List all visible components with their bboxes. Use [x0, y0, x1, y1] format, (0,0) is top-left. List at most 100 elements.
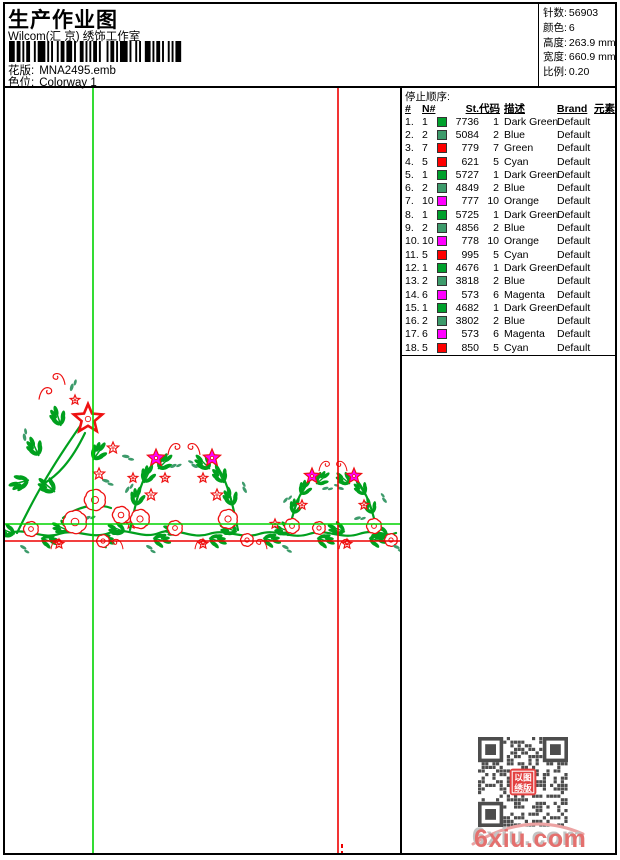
stitch-count: 5084 [455, 128, 479, 141]
thread-swatch [437, 156, 451, 167]
table-row: 3. 7 779 7 Green Default [402, 142, 615, 155]
seq-index: 11. [405, 248, 419, 261]
needle-number: 2 [422, 275, 428, 288]
needle-number: 2 [422, 315, 428, 328]
thread-swatch [437, 196, 451, 207]
col-header-stitches: St. [465, 102, 479, 115]
thread-description: Dark Green [504, 208, 559, 221]
col-header-element: 元素 [594, 103, 615, 115]
seq-index: 1. [405, 115, 414, 128]
stop-sequence-panel: 停止顺序: # N# St. 代码 描述 Brand 元素 1. 1 7736 1 Da… [400, 88, 615, 853]
table-row: 15. 1 4682 1 Dark Green Default [402, 301, 615, 314]
thread-swatch [437, 302, 451, 313]
thread-code: 5 [493, 341, 499, 354]
table-row: 9. 2 4856 2 Blue Default [402, 221, 615, 234]
pattern-file-value: MNA2495.emb [39, 65, 116, 77]
stitch-count: 4676 [455, 261, 479, 274]
thread-description: Green [504, 142, 534, 155]
table-row: 11. 5 995 5 Cyan Default [402, 248, 615, 261]
seq-index: 9. [405, 222, 414, 235]
stop-sequence-title: 停止顺序: [405, 91, 450, 103]
design-canvas-svg [0, 88, 404, 854]
thread-description: Blue [504, 222, 526, 235]
thread-brand: Default [557, 182, 591, 195]
thread-description: Orange [504, 235, 540, 248]
thread-description: Cyan [504, 155, 529, 168]
header: 生产作业图 Wilcom(汇 京) 绣饰工作室 花版: MNA2495.emb 色… [5, 4, 616, 89]
needle-number: 10 [422, 235, 434, 248]
seq-index: 16. [405, 315, 420, 328]
table-row: 1. 1 7736 1 Dark Green Default [402, 115, 615, 128]
thread-code: 1 [493, 115, 499, 128]
seq-index: 10. [405, 235, 420, 248]
table-row: 17. 6 573 6 Magenta Default [402, 328, 615, 341]
stitch-count: 4849 [455, 182, 479, 195]
table-row: 10. 10 778 10 Orange Default [402, 235, 615, 248]
thread-brand: Default [557, 301, 591, 314]
stitch-count: 779 [461, 142, 479, 155]
pattern-file-row: 花版: MNA2495.emb [8, 62, 116, 78]
col-header-description: 描述 [504, 103, 525, 115]
thread-brand: Default [557, 288, 591, 301]
thread-swatch [437, 116, 451, 127]
thread-swatch [437, 316, 451, 327]
thread-code: 2 [493, 222, 499, 235]
thread-description: Blue [504, 128, 526, 141]
thread-code: 6 [493, 288, 499, 301]
thread-brand: Default [557, 315, 591, 328]
seq-index: 13. [405, 275, 420, 288]
stat-width: 宽度: 660.9 mm [543, 51, 616, 64]
thread-code: 1 [493, 168, 499, 181]
thread-swatch [437, 262, 451, 273]
page-title: 生产作业图 [8, 9, 118, 32]
seq-index: 6. [405, 182, 414, 195]
table-row: 6. 2 4849 2 Blue Default [402, 181, 615, 194]
thread-code: 2 [493, 275, 499, 288]
stat-stitches: 针数: 56903 [543, 7, 599, 19]
stop-sequence-header: # N# St. 代码 描述 Brand 元素 [402, 102, 615, 116]
table-row: 16. 2 3802 2 Blue Default [402, 314, 615, 327]
thread-swatch [437, 169, 451, 180]
needle-number: 5 [422, 248, 428, 261]
seq-index: 8. [405, 208, 414, 221]
needle-number: 2 [422, 182, 428, 195]
thread-description: Orange [504, 195, 540, 208]
thread-code: 7 [493, 142, 499, 155]
thread-brand: Default [557, 142, 591, 155]
stitch-count: 5727 [455, 168, 479, 181]
seq-index: 17. [405, 328, 420, 341]
stitch-count: 4682 [455, 301, 479, 314]
thread-brand: Default [557, 195, 591, 208]
design-canvas [0, 88, 404, 854]
stitch-count: 5725 [455, 208, 479, 221]
thread-brand: Default [557, 222, 591, 235]
stitch-count: 3818 [455, 275, 479, 288]
seq-index: 18. [405, 341, 420, 354]
table-row: 5. 1 5727 1 Dark Green Default [402, 168, 615, 181]
thread-code: 10 [487, 195, 499, 208]
thread-brand: Default [557, 128, 591, 141]
embroidery-design [0, 373, 404, 554]
thread-code: 1 [493, 208, 499, 221]
table-row: 7. 10 777 10 Orange Default [402, 195, 615, 208]
thread-description: Dark Green [504, 115, 559, 128]
thread-swatch [437, 289, 451, 300]
thread-swatch [437, 223, 451, 234]
seq-index: 2. [405, 128, 414, 141]
seq-index: 12. [405, 261, 420, 274]
thread-description: Blue [504, 182, 526, 195]
stitch-count: 3802 [455, 315, 479, 328]
thread-brand: Default [557, 115, 591, 128]
thread-description: Blue [504, 315, 526, 328]
thread-brand: Default [557, 275, 591, 288]
thread-swatch [437, 329, 451, 340]
thread-description: Cyan [504, 248, 529, 261]
thread-description: Magenta [504, 328, 545, 341]
needle-number: 5 [422, 341, 428, 354]
needle-number: 1 [422, 168, 428, 181]
table-row: 8. 1 5725 1 Dark Green Default [402, 208, 615, 221]
thread-code: 1 [493, 261, 499, 274]
stop-sequence-rows: 1. 1 7736 1 Dark Green Default 2. 2 5084 2 Blue Def… [402, 115, 615, 354]
